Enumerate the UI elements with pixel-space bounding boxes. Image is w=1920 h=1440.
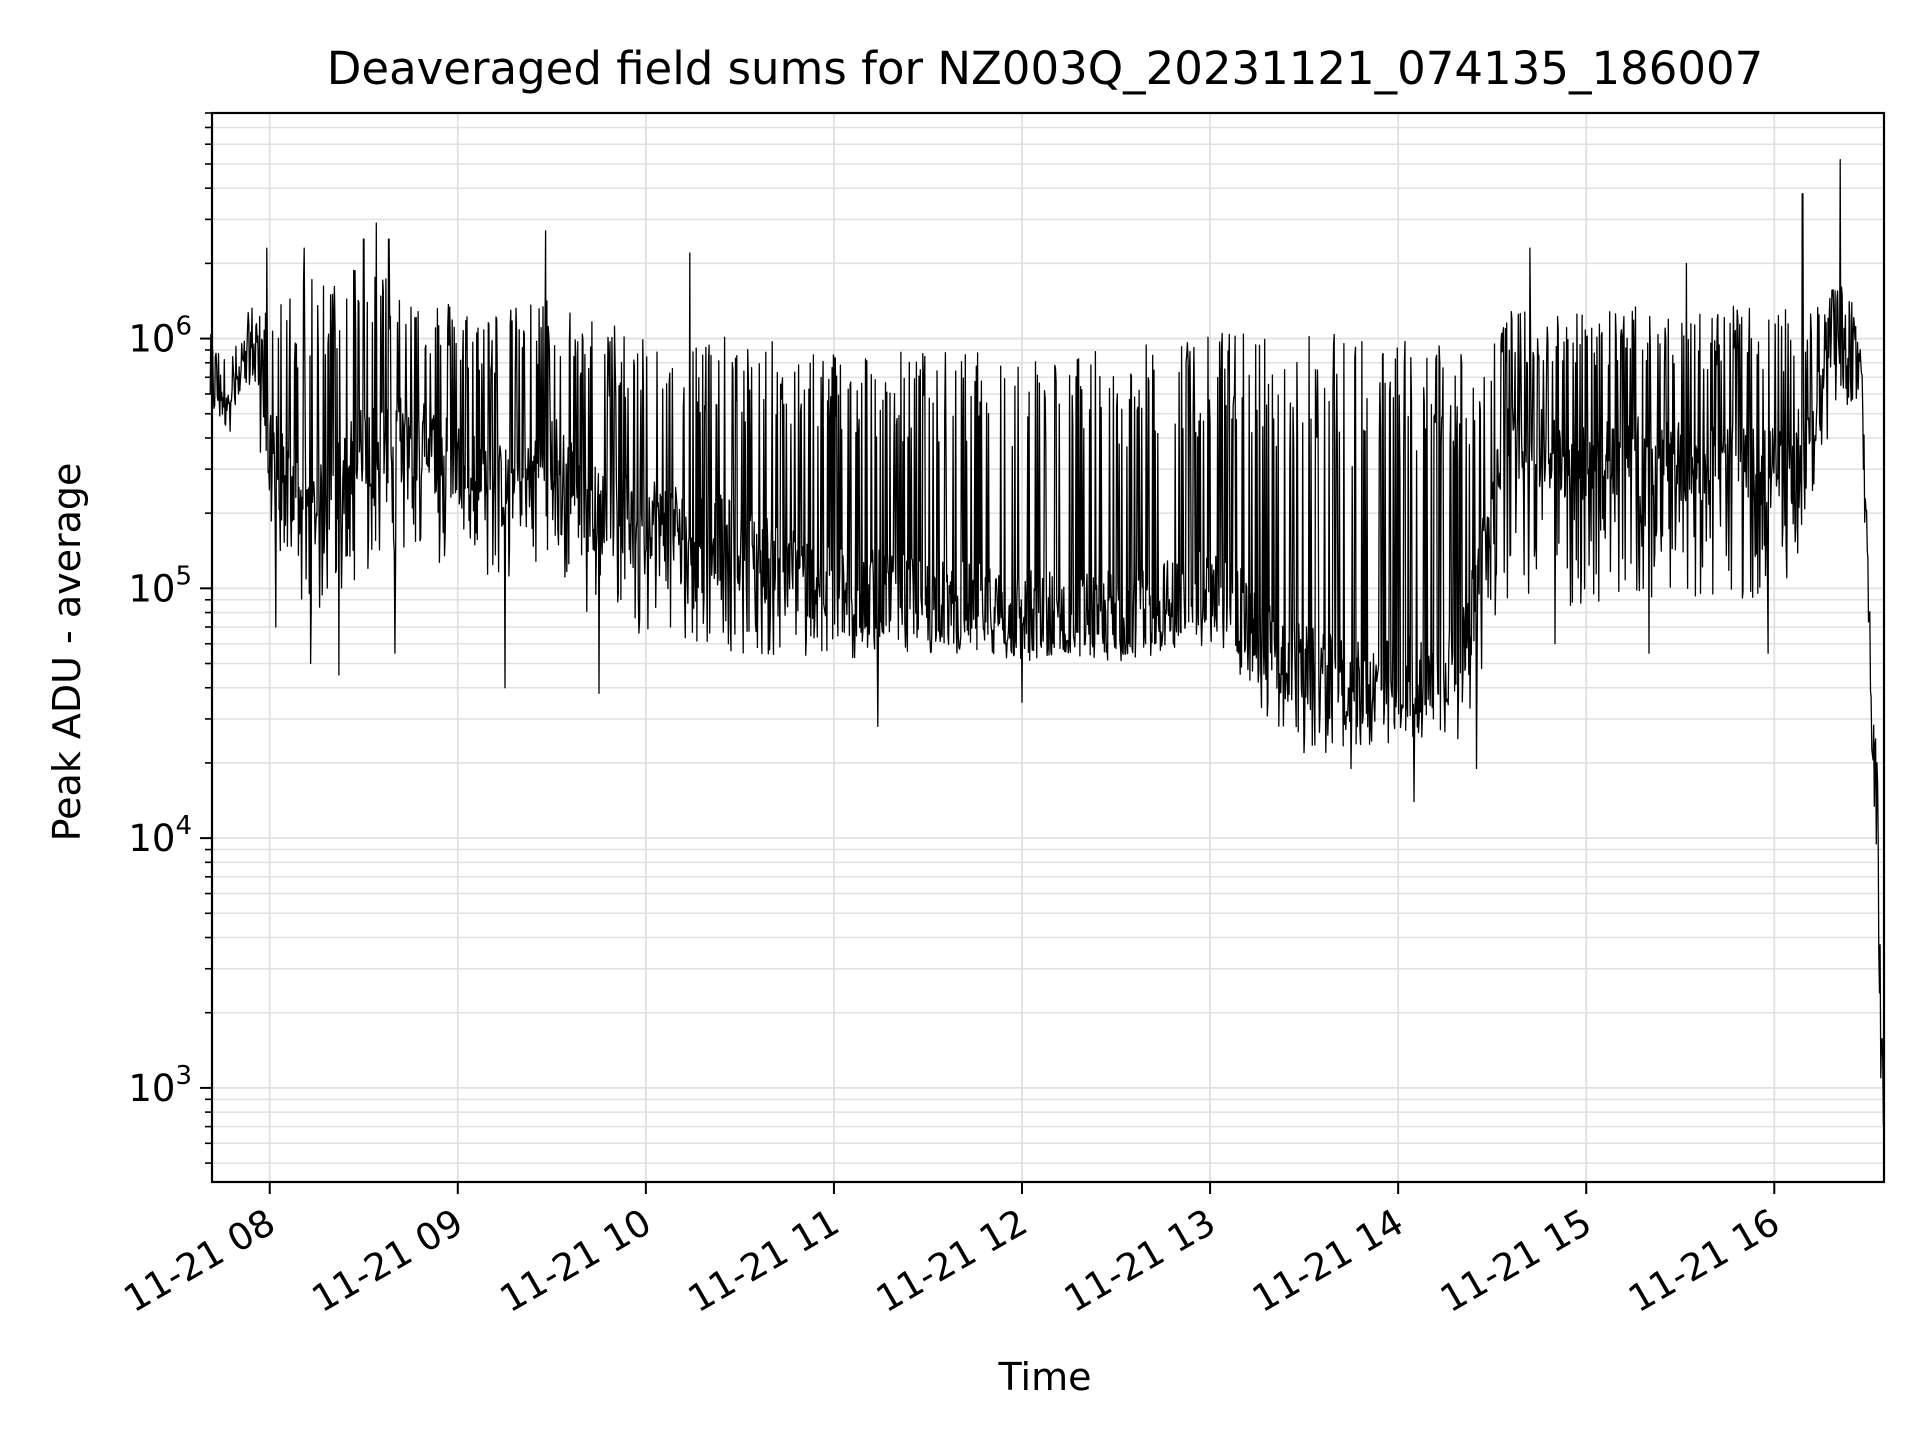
y-tick-label: 106 xyxy=(128,312,192,361)
y-tick-exponent: 3 xyxy=(175,1061,192,1091)
y-tick-base: 10 xyxy=(128,567,175,610)
y-tick-base: 10 xyxy=(128,318,175,361)
y-tick-exponent: 5 xyxy=(175,561,192,591)
x-axis-label: Time xyxy=(998,1355,1092,1399)
y-tick-label: 104 xyxy=(128,811,192,860)
plot-area xyxy=(209,159,1885,1126)
series-line xyxy=(209,159,1885,1126)
grid-lines xyxy=(212,112,1884,1182)
y-tick-base: 10 xyxy=(128,1067,175,1110)
y-tick-exponent: 6 xyxy=(175,312,192,342)
axes-frame xyxy=(210,111,1886,1184)
y-tick-label: 105 xyxy=(128,561,192,610)
y-tick-exponent: 4 xyxy=(175,811,192,841)
y-tick-label: 103 xyxy=(128,1061,192,1110)
chart-title: Deaveraged field sums for NZ003Q_2023112… xyxy=(327,42,1763,95)
y-tick-base: 10 xyxy=(128,817,175,860)
y-axis-label: Peak ADU - average xyxy=(45,463,89,842)
